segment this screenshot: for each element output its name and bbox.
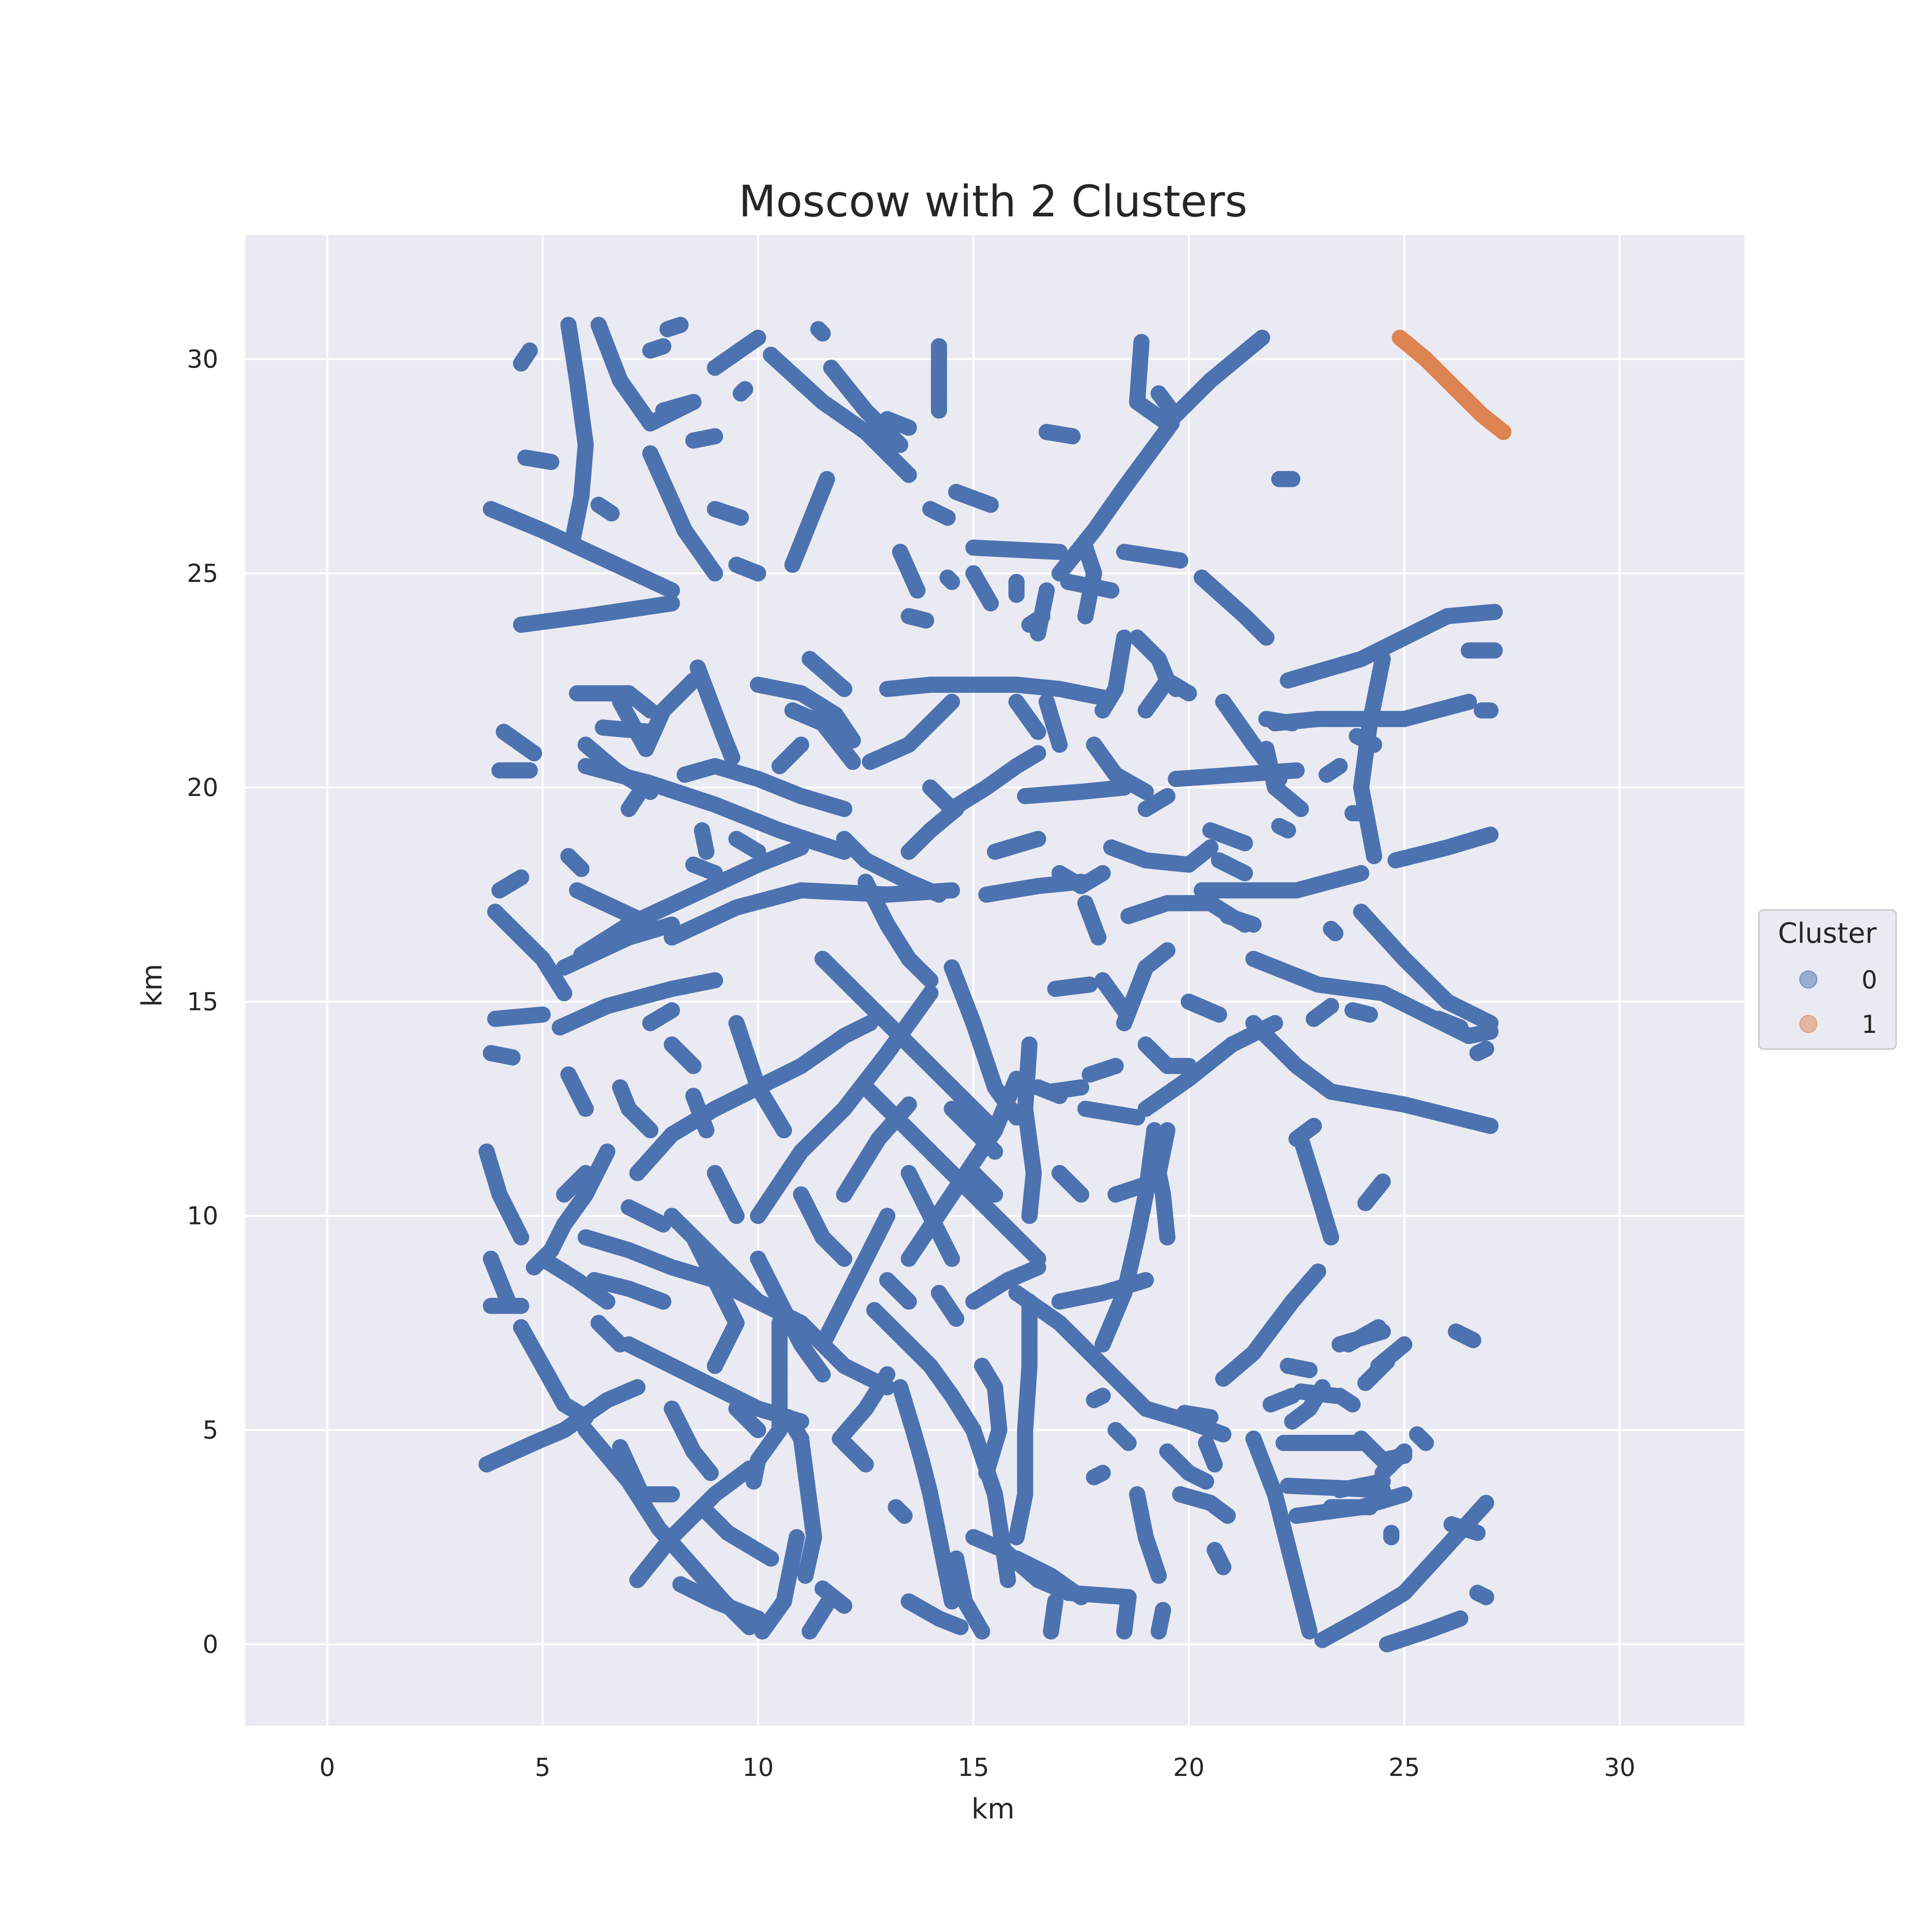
data-point-cluster-0 <box>1465 1332 1481 1349</box>
data-point-cluster-0 <box>1103 582 1119 599</box>
data-point-cluster-0 <box>1478 1495 1494 1511</box>
data-point-cluster-0 <box>1288 762 1305 779</box>
data-point-cluster-0 <box>1064 428 1081 445</box>
data-point-cluster-0 <box>1452 1610 1469 1627</box>
data-point-cluster-0 <box>1482 702 1499 719</box>
data-point-cluster-0 <box>1357 1195 1374 1211</box>
data-point-cluster-0 <box>784 556 801 573</box>
data-point-cluster-0 <box>1051 544 1068 560</box>
data-point-cluster-0 <box>879 1366 896 1383</box>
data-point-cluster-0 <box>836 681 852 697</box>
data-point-cluster-0 <box>556 985 573 1002</box>
data-point-cluster-0 <box>707 972 723 988</box>
data-point-cluster-0 <box>707 565 723 582</box>
data-point-cluster-0 <box>526 745 542 762</box>
data-point-cluster-0 <box>629 1379 646 1396</box>
data-point-cluster-0 <box>1172 552 1189 569</box>
data-point-cluster-0 <box>1254 330 1270 346</box>
data-point-cluster-0 <box>776 1122 792 1138</box>
data-point-cluster-0 <box>1482 1117 1499 1134</box>
data-point-cluster-0 <box>663 1486 680 1503</box>
data-point-cluster-0 <box>1000 1572 1016 1588</box>
data-point-cluster-0 <box>1396 1486 1413 1503</box>
data-point-cluster-0 <box>745 1473 762 1490</box>
data-point-cluster-0 <box>663 582 680 599</box>
data-point-cluster-0 <box>1486 604 1503 620</box>
data-point-cluster-0 <box>642 916 658 933</box>
data-point-cluster-0 <box>1267 1015 1283 1031</box>
data-point-cluster-0 <box>901 1096 917 1113</box>
data-point-cluster-0 <box>1284 471 1301 487</box>
data-point-cluster-0 <box>573 861 590 877</box>
data-point-cluster-0 <box>513 1229 529 1246</box>
series-cluster-0 <box>478 316 1503 1653</box>
data-point-cluster-0 <box>521 762 538 779</box>
data-point-cluster-0 <box>1215 1371 1231 1387</box>
data-point-cluster-0 <box>845 753 861 770</box>
data-point-cluster-0 <box>1417 1435 1434 1451</box>
data-point-cluster-0 <box>1323 1229 1339 1246</box>
data-point-cluster-0 <box>823 1589 840 1605</box>
data-point-cluster-0 <box>1366 848 1383 864</box>
scatter-points <box>478 316 1512 1653</box>
data-point-cluster-0 <box>1482 827 1499 843</box>
data-point-cluster-0 <box>1301 1623 1318 1640</box>
data-point-cluster-0 <box>797 1568 814 1584</box>
data-point-cluster-0 <box>1461 694 1477 710</box>
data-point-cluster-0 <box>750 330 766 346</box>
data-point-cluster-0 <box>763 1550 779 1567</box>
data-point-cluster-0 <box>1469 1525 1486 1541</box>
data-point-cluster-0 <box>931 402 947 419</box>
data-point-cluster-0 <box>1482 1015 1499 1031</box>
data-point-cluster-0 <box>1353 865 1369 881</box>
data-point-cluster-0 <box>836 801 852 817</box>
data-point-cluster-0 <box>1258 629 1275 646</box>
data-point-cluster-0 <box>974 1623 990 1640</box>
data-point-cluster-0 <box>513 1298 529 1314</box>
data-point-cluster-0 <box>750 1293 766 1310</box>
data-point-cluster-0 <box>663 595 680 612</box>
data-point-cluster-0 <box>513 869 529 886</box>
data-point-cluster-0 <box>901 466 917 483</box>
data-point-cluster-0 <box>1478 1589 1494 1605</box>
data-point-cluster-0 <box>504 1049 521 1066</box>
data-point-cluster-0 <box>982 497 999 513</box>
data-point-cluster-0 <box>534 1006 551 1023</box>
data-point-cluster-0 <box>577 1100 594 1117</box>
data-point-cluster-0 <box>892 437 908 453</box>
data-point-cluster-0 <box>1284 1413 1301 1430</box>
data-point-cluster-0 <box>909 582 926 599</box>
data-point-cluster-0 <box>1486 642 1503 659</box>
data-point-cluster-0 <box>789 1529 805 1546</box>
